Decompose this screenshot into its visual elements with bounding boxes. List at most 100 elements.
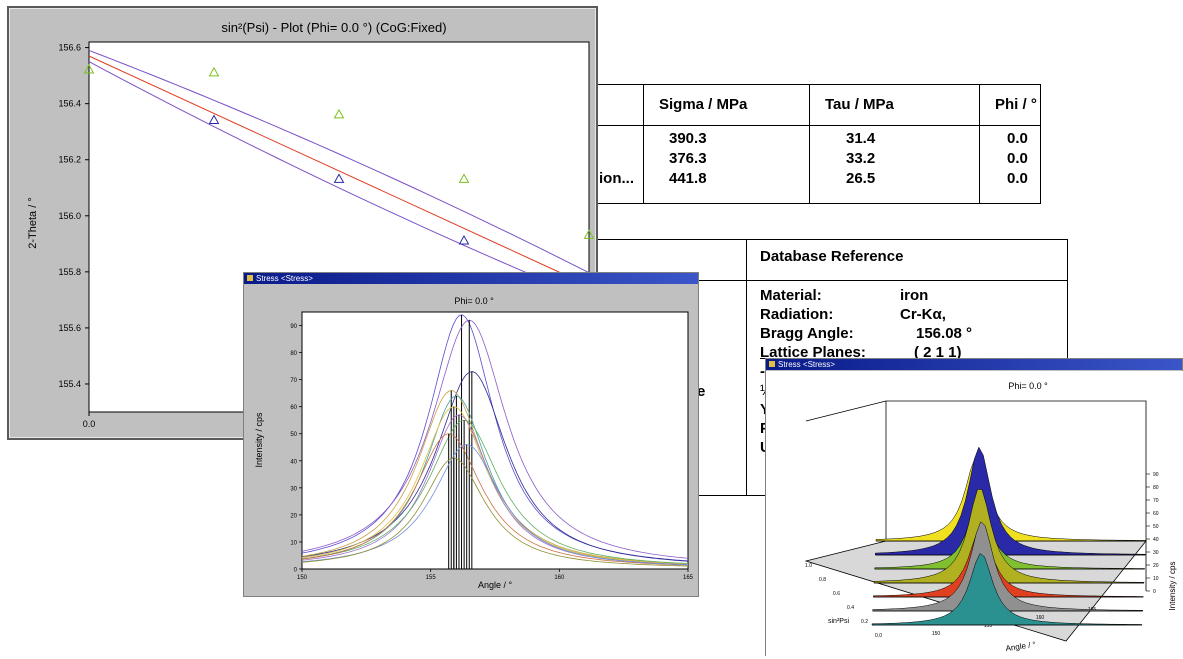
db-bragg-angle-label: Bragg Angle: [760,325,854,342]
regression-line [88,55,590,287]
y-tick-label: 0 [294,568,298,574]
data-point-psi-positive [458,173,470,183]
x-tick-label: 165 [683,575,694,581]
stress-3d-titlebar[interactable]: Stress <Stress> [766,359,1182,370]
app-icon [769,361,775,367]
cell-tau-3: 26.5 [846,170,876,187]
peaks-plot-area [301,311,689,570]
depth-tick-label: 0.4 [847,605,854,611]
waterfall-ylabel: Intensity / cps [1168,562,1177,611]
database-reference-header: Database Reference [760,248,904,265]
y-tick-label: 20 [1153,563,1159,569]
y-tick-label: 155.6 [58,323,81,333]
db-left-fragment: e [697,383,706,400]
cell-sigma-2: 376.3 [669,150,707,167]
depth-tick-label: 1.0 [805,563,812,569]
cell-phi-3: 0.0 [1007,170,1028,187]
y-tick-label: 156.2 [58,155,81,165]
waterfall-title: Phi= 0.0 ° [1008,381,1048,391]
data-point-psi-positive [333,108,345,119]
y-tick-label: 80 [1153,485,1159,491]
y-tick-label: 50 [1153,524,1159,530]
y-tick-label: 156.6 [58,43,81,53]
data-point-psi-positive [208,66,220,77]
y-tick-label: 30 [290,486,297,492]
stress-peaks-titlebar[interactable]: Stress <Stress> [244,273,698,284]
stress-peaks-window[interactable]: Stress <Stress> Phi= 0.0 ° Angle / ° Int… [243,272,699,597]
y-tick-label: 40 [1153,537,1159,543]
cell-tau-2: 33.2 [846,150,876,167]
cell-sigma-1: 390.3 [669,130,707,147]
peaks-ylabel: Intensity / cps [254,412,264,468]
peak-curve [301,319,689,559]
peak-curve [301,457,689,567]
y-tick-label: 156.0 [58,211,81,221]
stress-3d-window[interactable]: Stress <Stress> Phi= 0.0 ° Angle / ° Int… [765,358,1183,657]
waterfall-slice [873,489,1145,584]
db-lattice-planes-label: Lattice Planes: [760,344,866,361]
row-label-cut: ion... [599,170,634,187]
db-material-label: Material: [760,287,822,304]
waterfall-xlabel: Angle / ° [1005,640,1036,653]
cell-phi-2: 0.0 [1007,150,1028,167]
y-tick-label: 10 [1153,576,1159,582]
cell-tau-1: 31.4 [846,130,876,147]
header-sigma: Sigma / MPa [659,96,748,113]
y-tick-label: 70 [290,378,297,384]
y-tick-label: 40 [290,459,297,465]
x-tick-label: 0.0 [83,419,96,429]
waterfall-depth-label: sin²Psi [828,618,849,625]
cell-phi-1: 0.0 [1007,130,1028,147]
y-tick-label: 155.4 [58,379,81,389]
db-material-value: iron [900,287,929,304]
cell-sigma-3: 441.8 [669,170,707,187]
peak-curve [301,419,689,564]
peak-curve [301,433,689,566]
app-icon [247,275,253,281]
peaks-xlabel: Angle / ° [478,580,513,590]
depth-tick-label: 0.8 [819,577,826,583]
waterfall-slice [873,527,1144,598]
y-tick-label: 60 [1153,511,1159,517]
y-tick-label: 80 [290,351,297,357]
y-tick-label: 20 [290,513,297,519]
upper-confidence-curve [88,49,590,274]
data-point-psi-positive [583,229,595,239]
data-point-psi-positive [83,64,95,74]
y-tick-label: 90 [1153,472,1159,478]
db-radiation-value: Cr-Kα, [900,306,946,323]
waterfall-back-frame [805,400,1147,591]
x-tick-label: 155 [426,575,437,581]
lower-confidence-curve [88,61,590,300]
x-tick-label: 160 [554,575,565,581]
waterfall-slice [875,446,1146,556]
waterfall-slice [871,553,1143,626]
y-tick-label: 10 [290,540,297,546]
y-tick-label: 156.4 [58,99,81,109]
depth-tick-label: 0.2 [861,619,868,625]
sin2psi-title: sin²(Psi) - Plot (Phi= 0.0 °) (CoG:Fixed… [221,20,446,35]
y-tick-label: 155.8 [58,267,81,277]
y-tick-label: 70 [1153,498,1159,504]
data-point-psi-negative [333,173,345,183]
x-tick-label: 150 [932,631,941,637]
peaks-title: Phi= 0.0 ° [454,296,494,306]
peaks-chart: Phi= 0.0 ° Angle / ° Intensity / cps 0 10… [254,296,694,590]
db-bragg-angle-value: 156.08 ° [916,325,973,342]
waterfall-slice [872,521,1143,612]
y-tick-label: 30 [1153,550,1159,556]
y-tick-label: 90 [290,324,297,330]
data-point-psi-negative [208,114,220,124]
waterfall-slice [874,502,1145,570]
header-phi: Phi / ° [995,96,1037,113]
db-lattice-planes-value: ( 2 1 1) [914,344,962,361]
x-tick-label: 155 [984,623,993,629]
stress-peaks-titlebar-text: Stress <Stress> [256,274,313,283]
y-tick-label: 50 [290,432,297,438]
x-tick-label: 150 [297,575,308,581]
sin2psi-ylabel: 2-Theta / ° [27,197,39,248]
peak-curve [301,406,689,565]
waterfall-slice [875,457,1147,542]
y-tick-label: 60 [290,405,297,411]
results-table: Sigma / MPa Tau / MPa Phi / ° ion... 390… [596,84,1041,204]
